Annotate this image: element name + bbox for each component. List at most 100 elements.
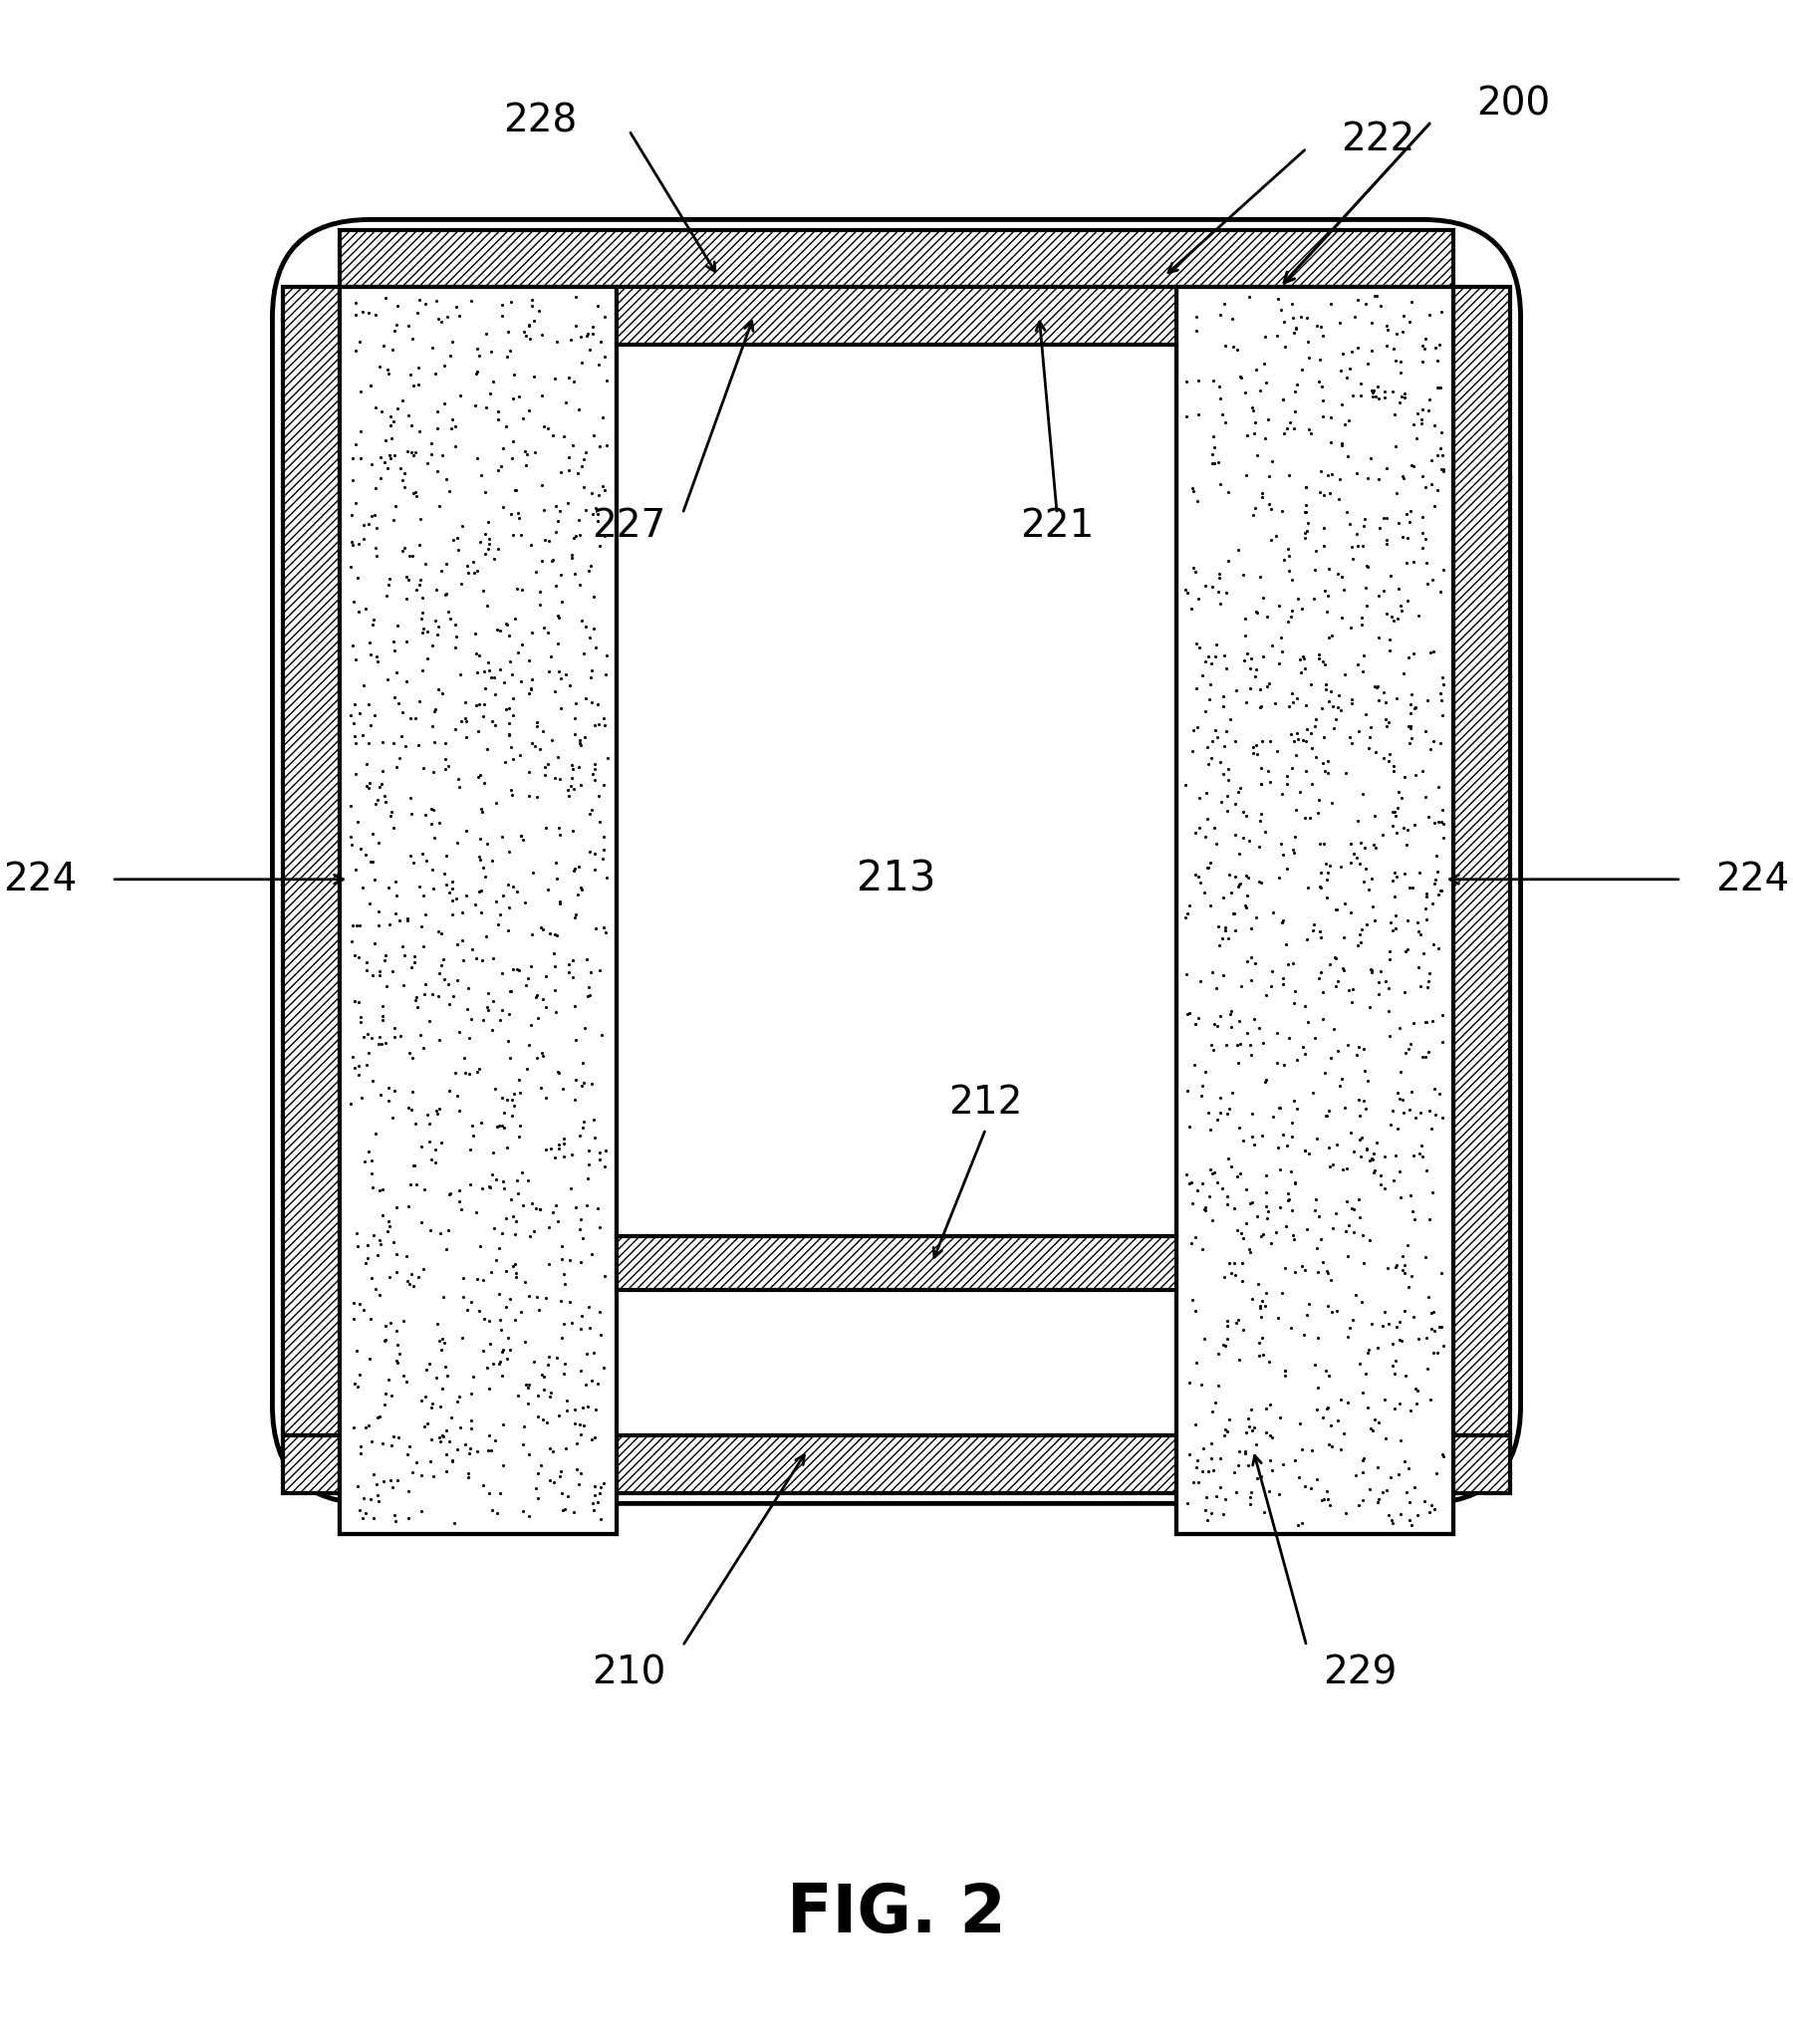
Point (391, 664, 420, 697)
Point (385, 1337, 414, 1369)
Point (1386, 1181, 1415, 1214)
Point (549, 1259, 577, 1292)
Point (1217, 303, 1246, 335)
Point (570, 470, 599, 503)
Point (1252, 1159, 1280, 1192)
Point (1425, 728, 1454, 760)
Point (547, 1286, 576, 1318)
Point (1318, 691, 1347, 724)
Point (337, 828, 366, 861)
Point (576, 1292, 604, 1325)
Point (493, 869, 522, 901)
Point (1372, 687, 1400, 719)
Point (583, 290, 611, 323)
Point (366, 1079, 394, 1112)
Point (341, 1367, 369, 1400)
Point (409, 613, 437, 646)
Point (341, 486, 369, 519)
Point (1180, 1408, 1208, 1441)
Point (1327, 560, 1356, 593)
Point (405, 871, 434, 903)
Point (366, 955, 394, 987)
Point (348, 294, 377, 327)
Point (360, 928, 389, 961)
Point (450, 687, 479, 719)
Point (459, 546, 488, 578)
Point (592, 364, 620, 397)
Point (1208, 1173, 1237, 1206)
Point (1352, 852, 1381, 885)
Point (348, 1502, 377, 1535)
Point (1185, 811, 1214, 844)
Point (470, 861, 498, 893)
Point (1386, 356, 1415, 388)
Point (459, 1120, 488, 1153)
Point (1257, 1421, 1286, 1453)
Polygon shape (1452, 288, 1510, 1435)
Point (1345, 715, 1373, 748)
Point (1391, 499, 1420, 531)
Point (1314, 1257, 1343, 1290)
Point (565, 1468, 593, 1500)
Point (1234, 1449, 1262, 1482)
Point (1321, 703, 1350, 736)
Point (1291, 517, 1320, 550)
Point (1302, 703, 1330, 736)
Point (389, 969, 418, 1002)
Point (1425, 1310, 1454, 1343)
Point (1264, 861, 1293, 893)
Point (1309, 646, 1338, 679)
Point (493, 1322, 522, 1355)
Point (1266, 1400, 1295, 1433)
Point (423, 1308, 452, 1341)
Point (581, 748, 610, 781)
Point (475, 523, 504, 556)
Point (511, 1265, 540, 1298)
Point (1293, 1214, 1321, 1247)
Point (1397, 1179, 1425, 1212)
Point (529, 411, 558, 444)
Point (335, 789, 364, 822)
Point (506, 1063, 534, 1096)
Point (497, 730, 525, 762)
Point (1388, 315, 1416, 347)
Point (1338, 1192, 1366, 1224)
Point (1269, 1049, 1298, 1081)
Point (437, 413, 466, 446)
Point (1239, 1410, 1268, 1443)
Point (409, 1030, 437, 1063)
Point (586, 1472, 615, 1504)
Point (377, 799, 405, 832)
Point (1275, 689, 1304, 722)
Point (495, 717, 524, 750)
Point (1375, 738, 1404, 771)
Point (1388, 521, 1416, 554)
Point (380, 1421, 409, 1453)
Point (1318, 458, 1347, 491)
Point (1228, 822, 1257, 854)
Point (452, 879, 481, 912)
Point (567, 1419, 595, 1451)
Point (500, 1077, 529, 1110)
Point (516, 672, 545, 705)
Point (1399, 871, 1427, 903)
Point (561, 901, 590, 934)
Point (579, 1494, 608, 1527)
Point (1226, 971, 1255, 1004)
Point (1309, 719, 1338, 752)
Point (350, 523, 378, 556)
Point (1418, 887, 1447, 920)
Point (1323, 965, 1352, 997)
Point (1384, 1457, 1413, 1490)
Point (1208, 922, 1237, 955)
Point (590, 709, 619, 742)
Point (430, 856, 459, 889)
Point (547, 1228, 576, 1261)
Point (552, 773, 581, 805)
Point (1252, 1392, 1280, 1425)
Point (1372, 703, 1400, 736)
Text: 227: 227 (592, 507, 665, 546)
Point (568, 450, 597, 482)
Point (341, 854, 369, 887)
Point (1304, 1320, 1332, 1353)
